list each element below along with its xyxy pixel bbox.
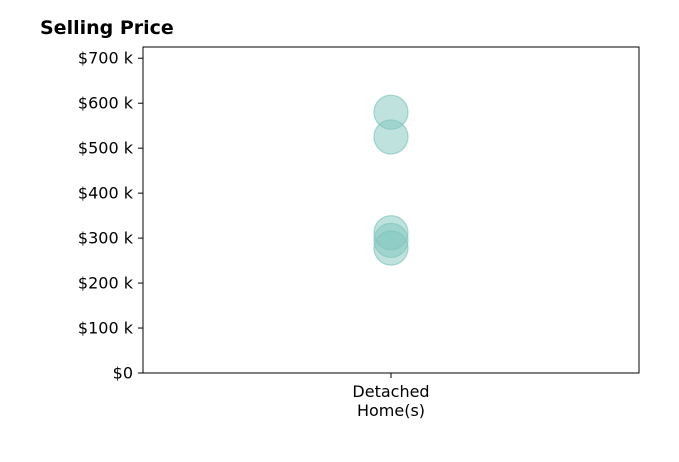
x-axis: Detached Home(s) <box>352 373 430 420</box>
y-axis: $0 $100 k $200 k $300 k $400 k $500 k $600 k $7… <box>78 49 143 383</box>
y-tick-label: $400 k <box>78 184 134 203</box>
x-tick-label-line: Detached <box>352 382 429 401</box>
y-tick-label: $0 <box>113 364 133 383</box>
plot-area-frame <box>142 46 640 374</box>
x-tick-label-line: Home(s) <box>357 401 425 420</box>
y-tick-label: $700 k <box>78 49 134 68</box>
data-points <box>373 94 409 266</box>
data-point <box>373 230 409 266</box>
y-tick-label: $300 k <box>78 229 134 248</box>
y-tick-label: $100 k <box>78 319 134 338</box>
y-tick-label: $200 k <box>78 274 134 293</box>
data-point <box>373 119 409 155</box>
x-tick-label: Detached Home(s) <box>352 382 429 420</box>
y-tick-label: $600 k <box>78 94 134 113</box>
chart-title: Selling Price <box>40 17 174 39</box>
y-tick-label: $500 k <box>78 139 134 158</box>
